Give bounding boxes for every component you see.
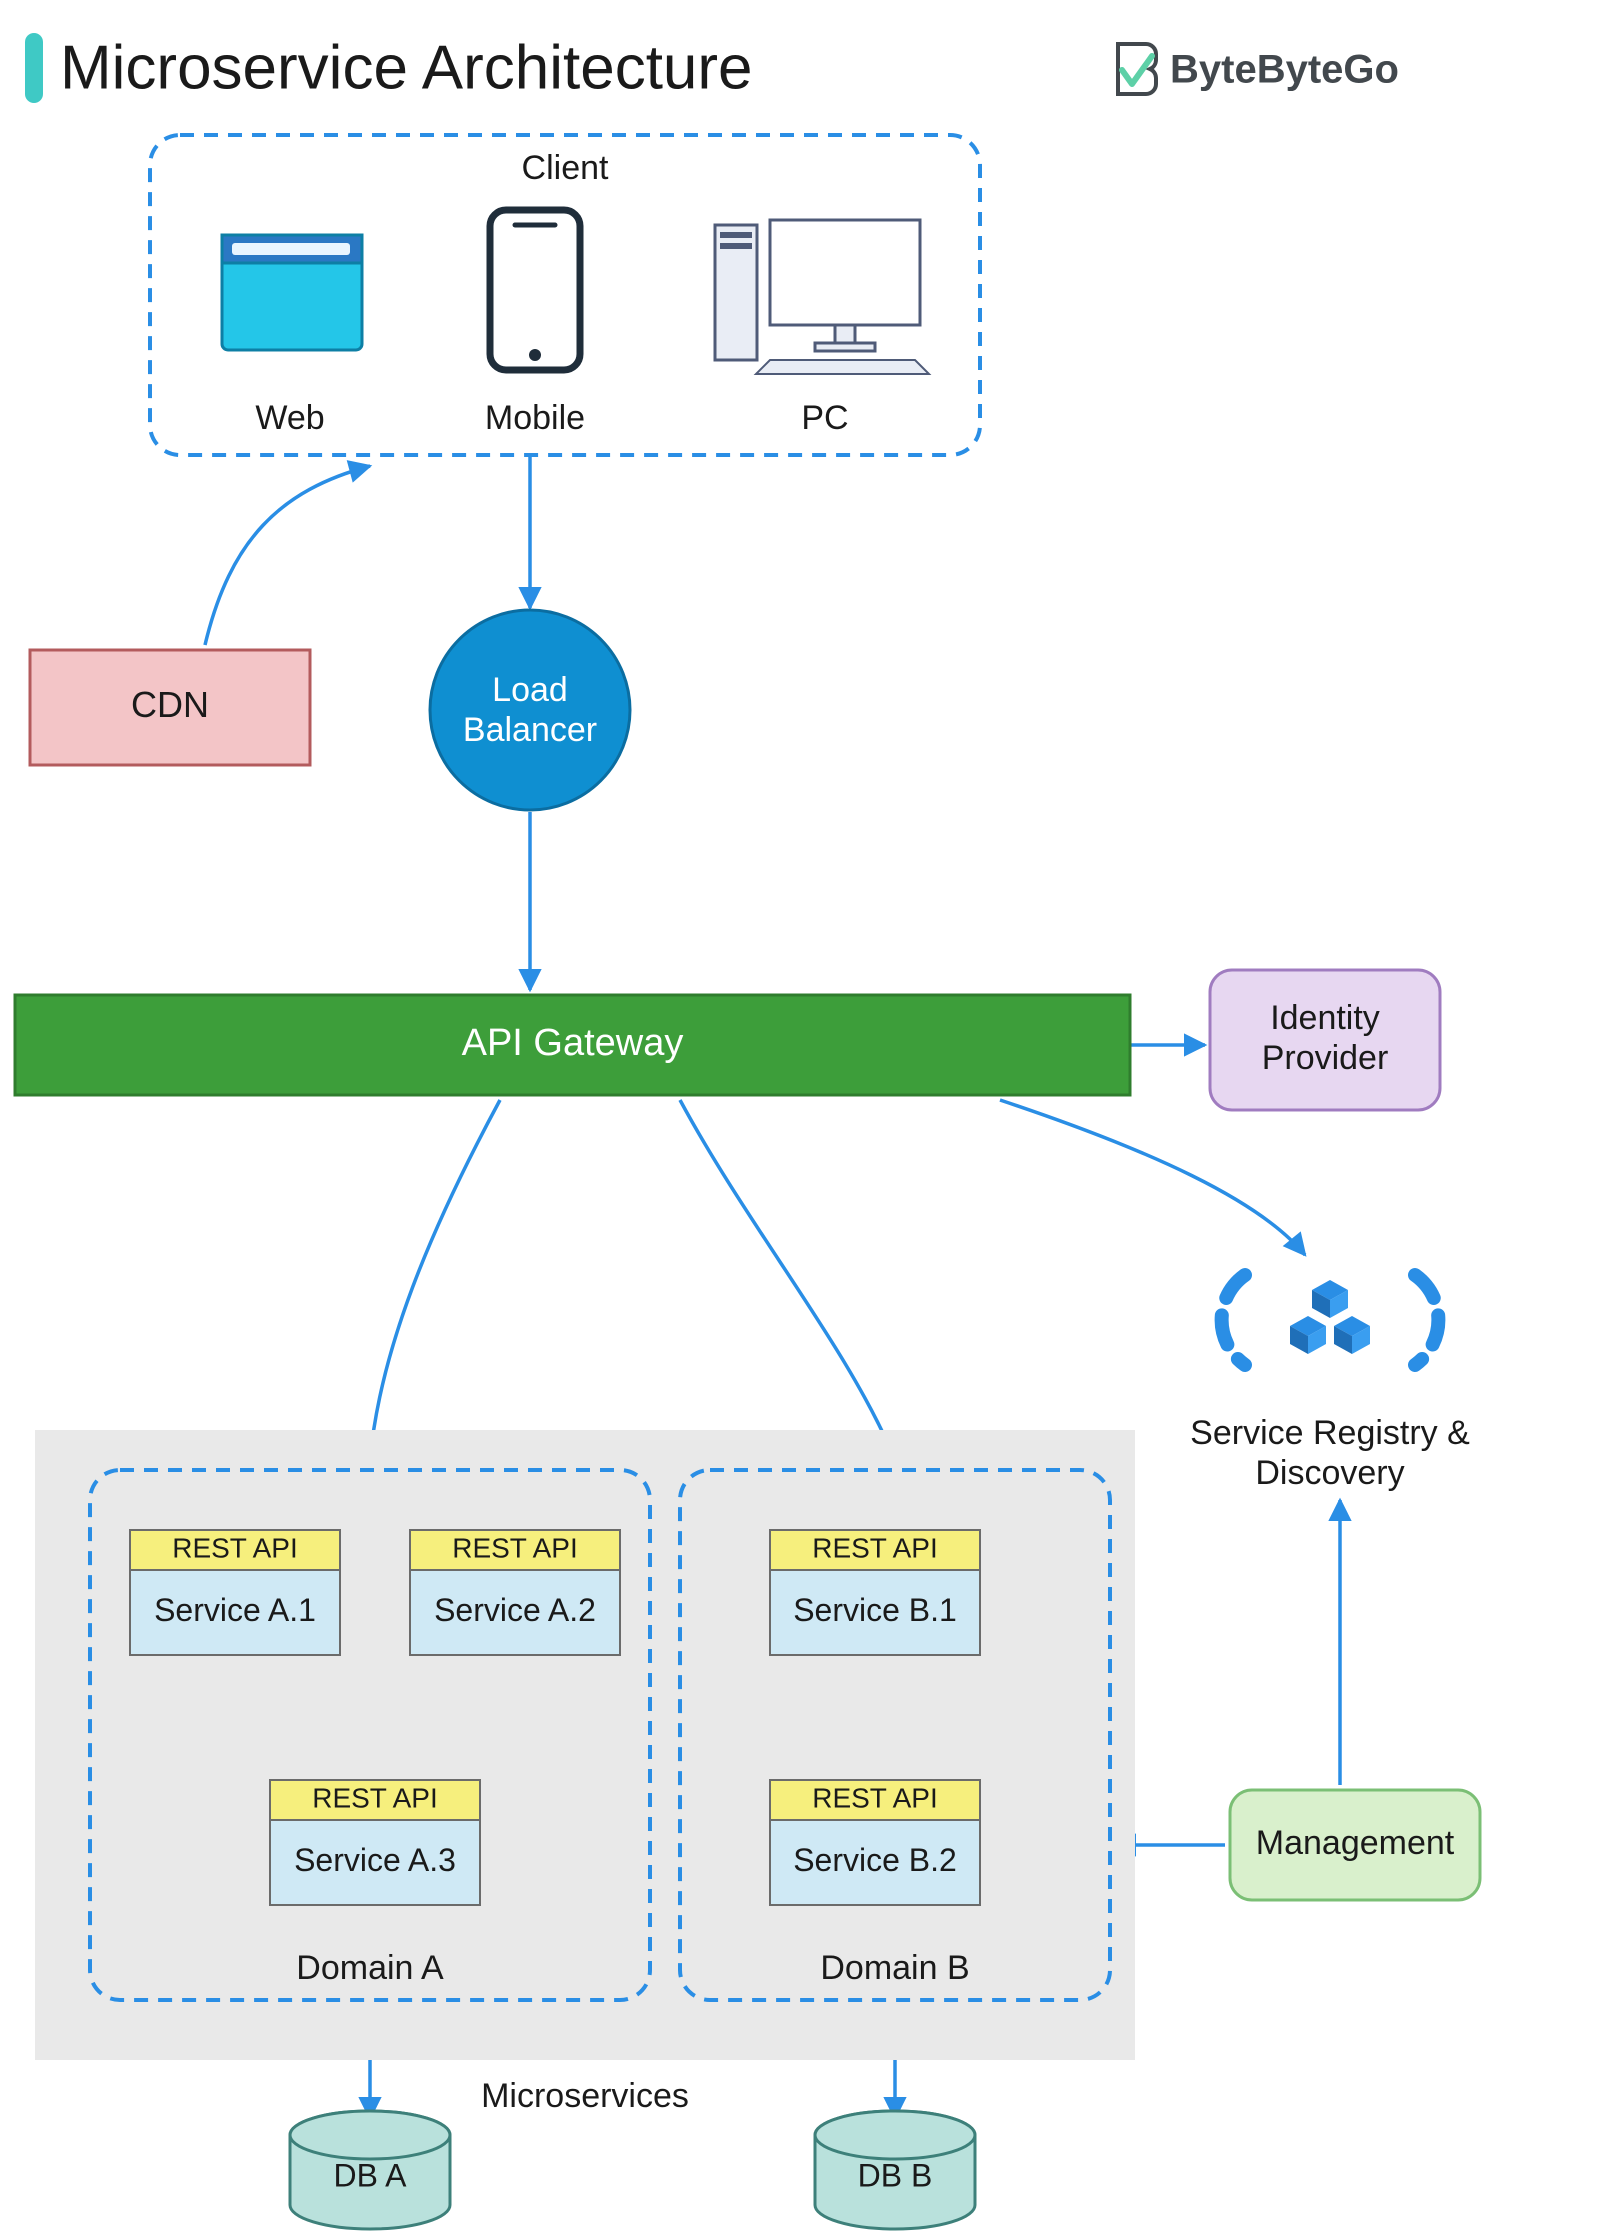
identity-label: Provider: [1262, 1039, 1389, 1077]
registry-label: Service Registry &: [1190, 1414, 1470, 1452]
client-item-label: PC: [801, 399, 848, 437]
lb-label: Balancer: [463, 711, 597, 749]
title-accent: [25, 33, 43, 103]
microservices-bg: [35, 1430, 1135, 2060]
brand-text: ByteByteGo: [1170, 48, 1399, 92]
client-title: Client: [522, 149, 609, 187]
domain-label: Domain A: [296, 1949, 444, 1987]
service-label: Service B.2: [793, 1842, 957, 1878]
web-icon: [222, 235, 362, 350]
rest-api-label: REST API: [812, 1532, 938, 1563]
database-label: DB B: [858, 2157, 933, 2193]
lb-label: Load: [492, 671, 568, 709]
service-label: Service A.2: [434, 1592, 596, 1628]
rest-api-label: REST API: [812, 1782, 938, 1813]
registry-label: Discovery: [1255, 1454, 1404, 1492]
domain-label: Domain B: [820, 1949, 969, 1987]
client-item-label: Mobile: [485, 399, 585, 437]
service-label: Service A.1: [154, 1592, 316, 1628]
client-item-label: Web: [255, 399, 324, 437]
management-label: Management: [1256, 1824, 1455, 1862]
identity-label: Identity: [1270, 999, 1380, 1037]
microservices-label: Microservices: [481, 2077, 689, 2115]
rest-api-label: REST API: [312, 1782, 438, 1813]
database-label: DB A: [334, 2157, 408, 2193]
api-gateway-label: API Gateway: [462, 1022, 684, 1064]
rest-api-label: REST API: [452, 1532, 578, 1563]
rest-api-label: REST API: [172, 1532, 298, 1563]
service-label: Service A.3: [294, 1842, 456, 1878]
service-label: Service B.1: [793, 1592, 957, 1628]
page-title: Microservice Architecture: [60, 33, 753, 102]
cdn-label: CDN: [131, 684, 209, 725]
mobile-icon: [490, 210, 580, 370]
